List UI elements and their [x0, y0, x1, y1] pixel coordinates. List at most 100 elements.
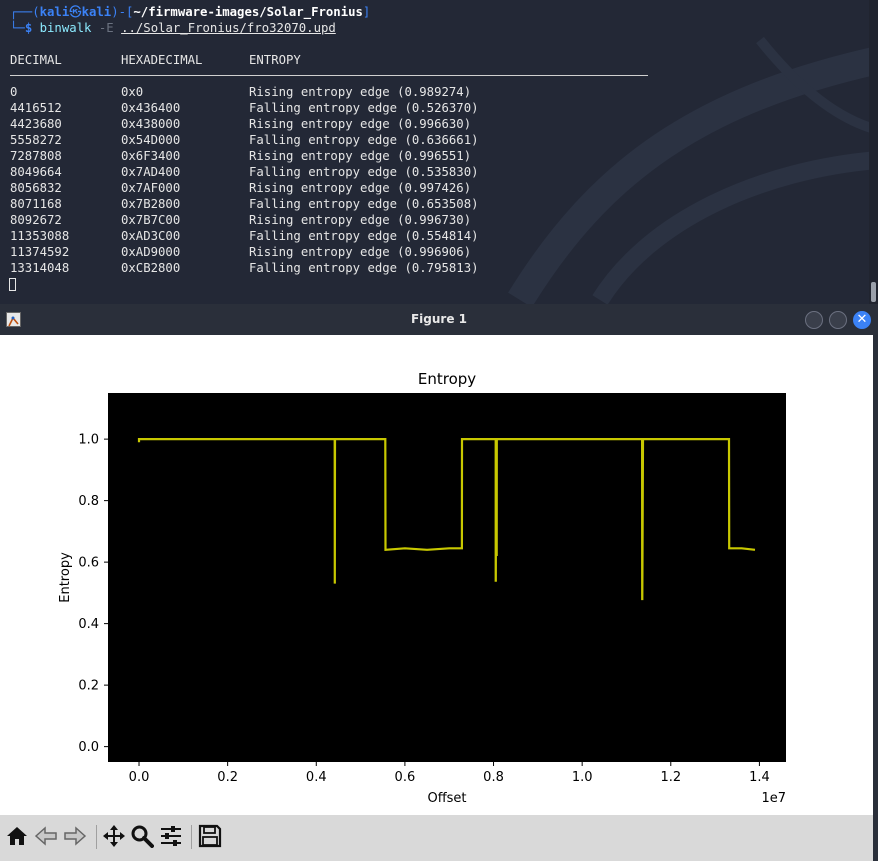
- row-hexadecimal: 0x7AF000: [121, 181, 181, 195]
- row-decimal: 13314048: [10, 261, 70, 275]
- prompt-user: kali: [39, 5, 70, 19]
- prompt-corner-bottom: └─: [10, 21, 25, 35]
- row-entropy-description: Rising entropy edge (0.989274): [249, 85, 472, 99]
- x-tick-label: 0.6: [395, 770, 416, 785]
- row-decimal: 4423680: [10, 117, 62, 131]
- pan-icon[interactable]: [101, 822, 127, 850]
- figure-canvas[interactable]: Entropy 0.0 0.2 0.4 0.6 0.8 1.0 1.2 1.4 0.0 0.2 0.4…: [0, 335, 873, 815]
- row-entropy-description: Rising entropy edge (0.996730): [249, 213, 472, 227]
- row-hexadecimal: 0x7AD400: [121, 165, 181, 179]
- row-decimal: 7287808: [10, 149, 62, 163]
- row-hexadecimal: 0x0: [121, 85, 144, 99]
- kali-dragon-watermark: [508, 36, 878, 304]
- y-tick-label: 1.0: [78, 433, 99, 448]
- row-entropy-description: Rising entropy edge (0.997426): [249, 181, 472, 195]
- figure-window: Figure 1 ✕ Entropy 0.0 0.2 0.4 0.6 0.8 1.0 1.2 1…: [0, 304, 878, 861]
- x-tick-label: 0.8: [483, 770, 504, 785]
- prompt-skull-symbol: ㉿: [69, 5, 82, 19]
- row-decimal: 5558272: [10, 133, 62, 147]
- row-hexadecimal: 0x7B2800: [121, 197, 181, 211]
- row-entropy-description: Falling entropy edge (0.526370): [249, 101, 479, 115]
- command-name: binwalk: [39, 21, 92, 35]
- x-tick-label: 0.2: [217, 770, 238, 785]
- row-decimal: 8092672: [10, 213, 62, 227]
- header-divider: [10, 75, 648, 76]
- row-decimal: 11374592: [10, 245, 70, 259]
- prompt-corner: ┌──(: [10, 5, 40, 19]
- row-hexadecimal: 0xAD9000: [121, 245, 181, 259]
- chart-title: Entropy: [418, 370, 476, 388]
- y-tick-label: 0.0: [78, 740, 99, 755]
- y-axis-label: Entropy: [58, 552, 73, 603]
- toolbar-separator: [191, 825, 192, 849]
- row-entropy-description: Rising entropy edge (0.996906): [249, 245, 472, 259]
- forward-icon[interactable]: [62, 822, 88, 850]
- row-hexadecimal: 0xAD3C00: [121, 229, 181, 243]
- close-icon: ✕: [856, 312, 868, 327]
- row-entropy-description: Falling entropy edge (0.535830): [249, 165, 479, 179]
- command-flag: -E: [98, 21, 114, 35]
- row-entropy-description: Rising entropy edge (0.996551): [249, 149, 472, 163]
- minimize-button[interactable]: [805, 311, 823, 329]
- back-icon[interactable]: [33, 822, 59, 850]
- terminal-scrollbar[interactable]: [869, 0, 878, 304]
- configure-subplots-icon[interactable]: [158, 822, 184, 850]
- row-hexadecimal: 0x7B7C00: [121, 213, 181, 227]
- matplotlib-app-icon: [6, 312, 21, 327]
- row-entropy-description: Falling entropy edge (0.554814): [249, 229, 479, 243]
- y-tick-label: 0.6: [78, 556, 99, 571]
- row-entropy-description: Falling entropy edge (0.636661): [249, 133, 479, 147]
- prompt-separator: )-[: [111, 5, 134, 19]
- window-border: [873, 335, 878, 861]
- window-title: Figure 1: [410, 312, 468, 326]
- row-hexadecimal: 0xCB2800: [121, 261, 181, 275]
- terminal-window[interactable]: ┌──(kali㉿kali)-[~/firmware-images/Solar_…: [0, 0, 878, 304]
- y-tick-label: 0.4: [78, 617, 99, 632]
- zoom-icon[interactable]: [129, 822, 155, 850]
- navigation-toolbar: [0, 815, 873, 861]
- save-icon[interactable]: [197, 822, 223, 850]
- y-tick-label: 0.2: [78, 679, 99, 694]
- header-decimal: DECIMAL: [10, 53, 62, 67]
- x-tick-label: 1.4: [749, 770, 770, 785]
- entropy-chart[interactable]: Entropy 0.0 0.2 0.4 0.6 0.8 1.0 1.2 1.4 0.0 0.2 0.4…: [0, 335, 873, 815]
- y-tick-label: 0.8: [78, 494, 99, 509]
- prompt-path: ~/firmware-images/Solar_Fronius: [133, 5, 363, 19]
- row-decimal: 8056832: [10, 181, 62, 195]
- row-decimal: 8071168: [10, 197, 62, 211]
- x-tick-label: 1.0: [572, 770, 593, 785]
- row-entropy-description: Rising entropy edge (0.996630): [249, 117, 472, 131]
- x-tick-label: 1.2: [660, 770, 681, 785]
- x-tick-label: 0.0: [129, 770, 150, 785]
- command-line[interactable]: └─$ binwalk -E ../Solar_Fronius/fro32070…: [10, 20, 336, 36]
- prompt-line: ┌──(kali㉿kali)-[~/firmware-images/Solar_…: [10, 4, 370, 20]
- row-entropy-description: Falling entropy edge (0.795813): [249, 261, 479, 275]
- row-decimal: 0: [10, 85, 18, 99]
- row-decimal: 4416512: [10, 101, 62, 115]
- x-axis-label: Offset: [427, 791, 466, 806]
- x-axis-offset-label: 1e7: [761, 791, 786, 806]
- command-argument-path[interactable]: ../Solar_Fronius/fro32070.upd: [121, 21, 336, 35]
- row-decimal: 11353088: [10, 229, 70, 243]
- header-hexadecimal: HEXADECIMAL: [121, 53, 203, 67]
- home-icon[interactable]: [4, 822, 30, 850]
- terminal-scrollbar-thumb[interactable]: [871, 282, 876, 302]
- entropy-series-line: [137, 437, 756, 601]
- terminal-cursor: [9, 278, 16, 291]
- prompt-dollar: $: [24, 21, 33, 35]
- close-button[interactable]: ✕: [853, 311, 871, 329]
- row-hexadecimal: 0x54D000: [121, 133, 181, 147]
- maximize-button[interactable]: [829, 311, 847, 329]
- row-decimal: 8049664: [10, 165, 62, 179]
- window-titlebar[interactable]: Figure 1 ✕: [0, 304, 878, 335]
- row-hexadecimal: 0x438000: [121, 117, 181, 131]
- x-tick-label: 0.4: [306, 770, 327, 785]
- prompt-bracket-close: ]: [362, 5, 371, 19]
- prompt-host: kali: [81, 5, 112, 19]
- row-hexadecimal: 0x436400: [121, 101, 181, 115]
- plot-area: [108, 393, 786, 762]
- header-entropy: ENTROPY: [249, 53, 301, 67]
- row-entropy-description: Falling entropy edge (0.653508): [249, 197, 479, 211]
- toolbar-separator: [96, 825, 97, 849]
- row-hexadecimal: 0x6F3400: [121, 149, 181, 163]
